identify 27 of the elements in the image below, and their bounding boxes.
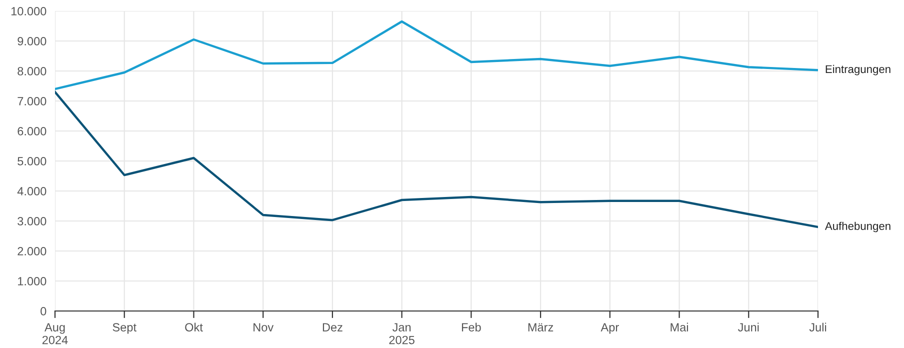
- y-tick-label: 8.000: [18, 67, 46, 76]
- y-tick-label: 5.000: [18, 157, 46, 166]
- line-series: [55, 90, 818, 228]
- y-tick-label: 4.000: [17, 187, 46, 196]
- y-tick-label: 10.000: [11, 7, 46, 16]
- x-tick-label: März: [528, 323, 554, 332]
- x-tick-label: Juni: [738, 322, 759, 332]
- y-tick-label: 9.000: [18, 37, 46, 46]
- y-tick-label: 6.000: [18, 127, 46, 136]
- y-tick-label: 7.000: [18, 97, 46, 106]
- series-label: Aufhebungen: [824, 222, 890, 232]
- x-tick-label: Apr: [600, 323, 619, 334]
- x-tick-label: Okt: [185, 322, 203, 332]
- y-tick-label: 0: [40, 307, 46, 316]
- x-tick-label: Mai: [670, 322, 688, 332]
- x-tick-label: Nov: [254, 323, 274, 332]
- line-series: [55, 20, 818, 90]
- x-tick-label: Jan 2025: [389, 323, 414, 344]
- y-tick-label: 3.000: [18, 217, 46, 226]
- x-tick-label: Dez: [322, 323, 342, 332]
- y-tick-label: 1.000: [18, 277, 46, 286]
- x-tick-label: Sept: [112, 323, 136, 334]
- x-tick-label: Aug 2024: [42, 323, 68, 344]
- x-tick-label: Feb: [462, 322, 481, 332]
- x-tick-label: Juli: [809, 322, 826, 332]
- series-label: Eintragungen: [826, 64, 890, 76]
- y-tick-label: 2.000: [18, 247, 46, 256]
